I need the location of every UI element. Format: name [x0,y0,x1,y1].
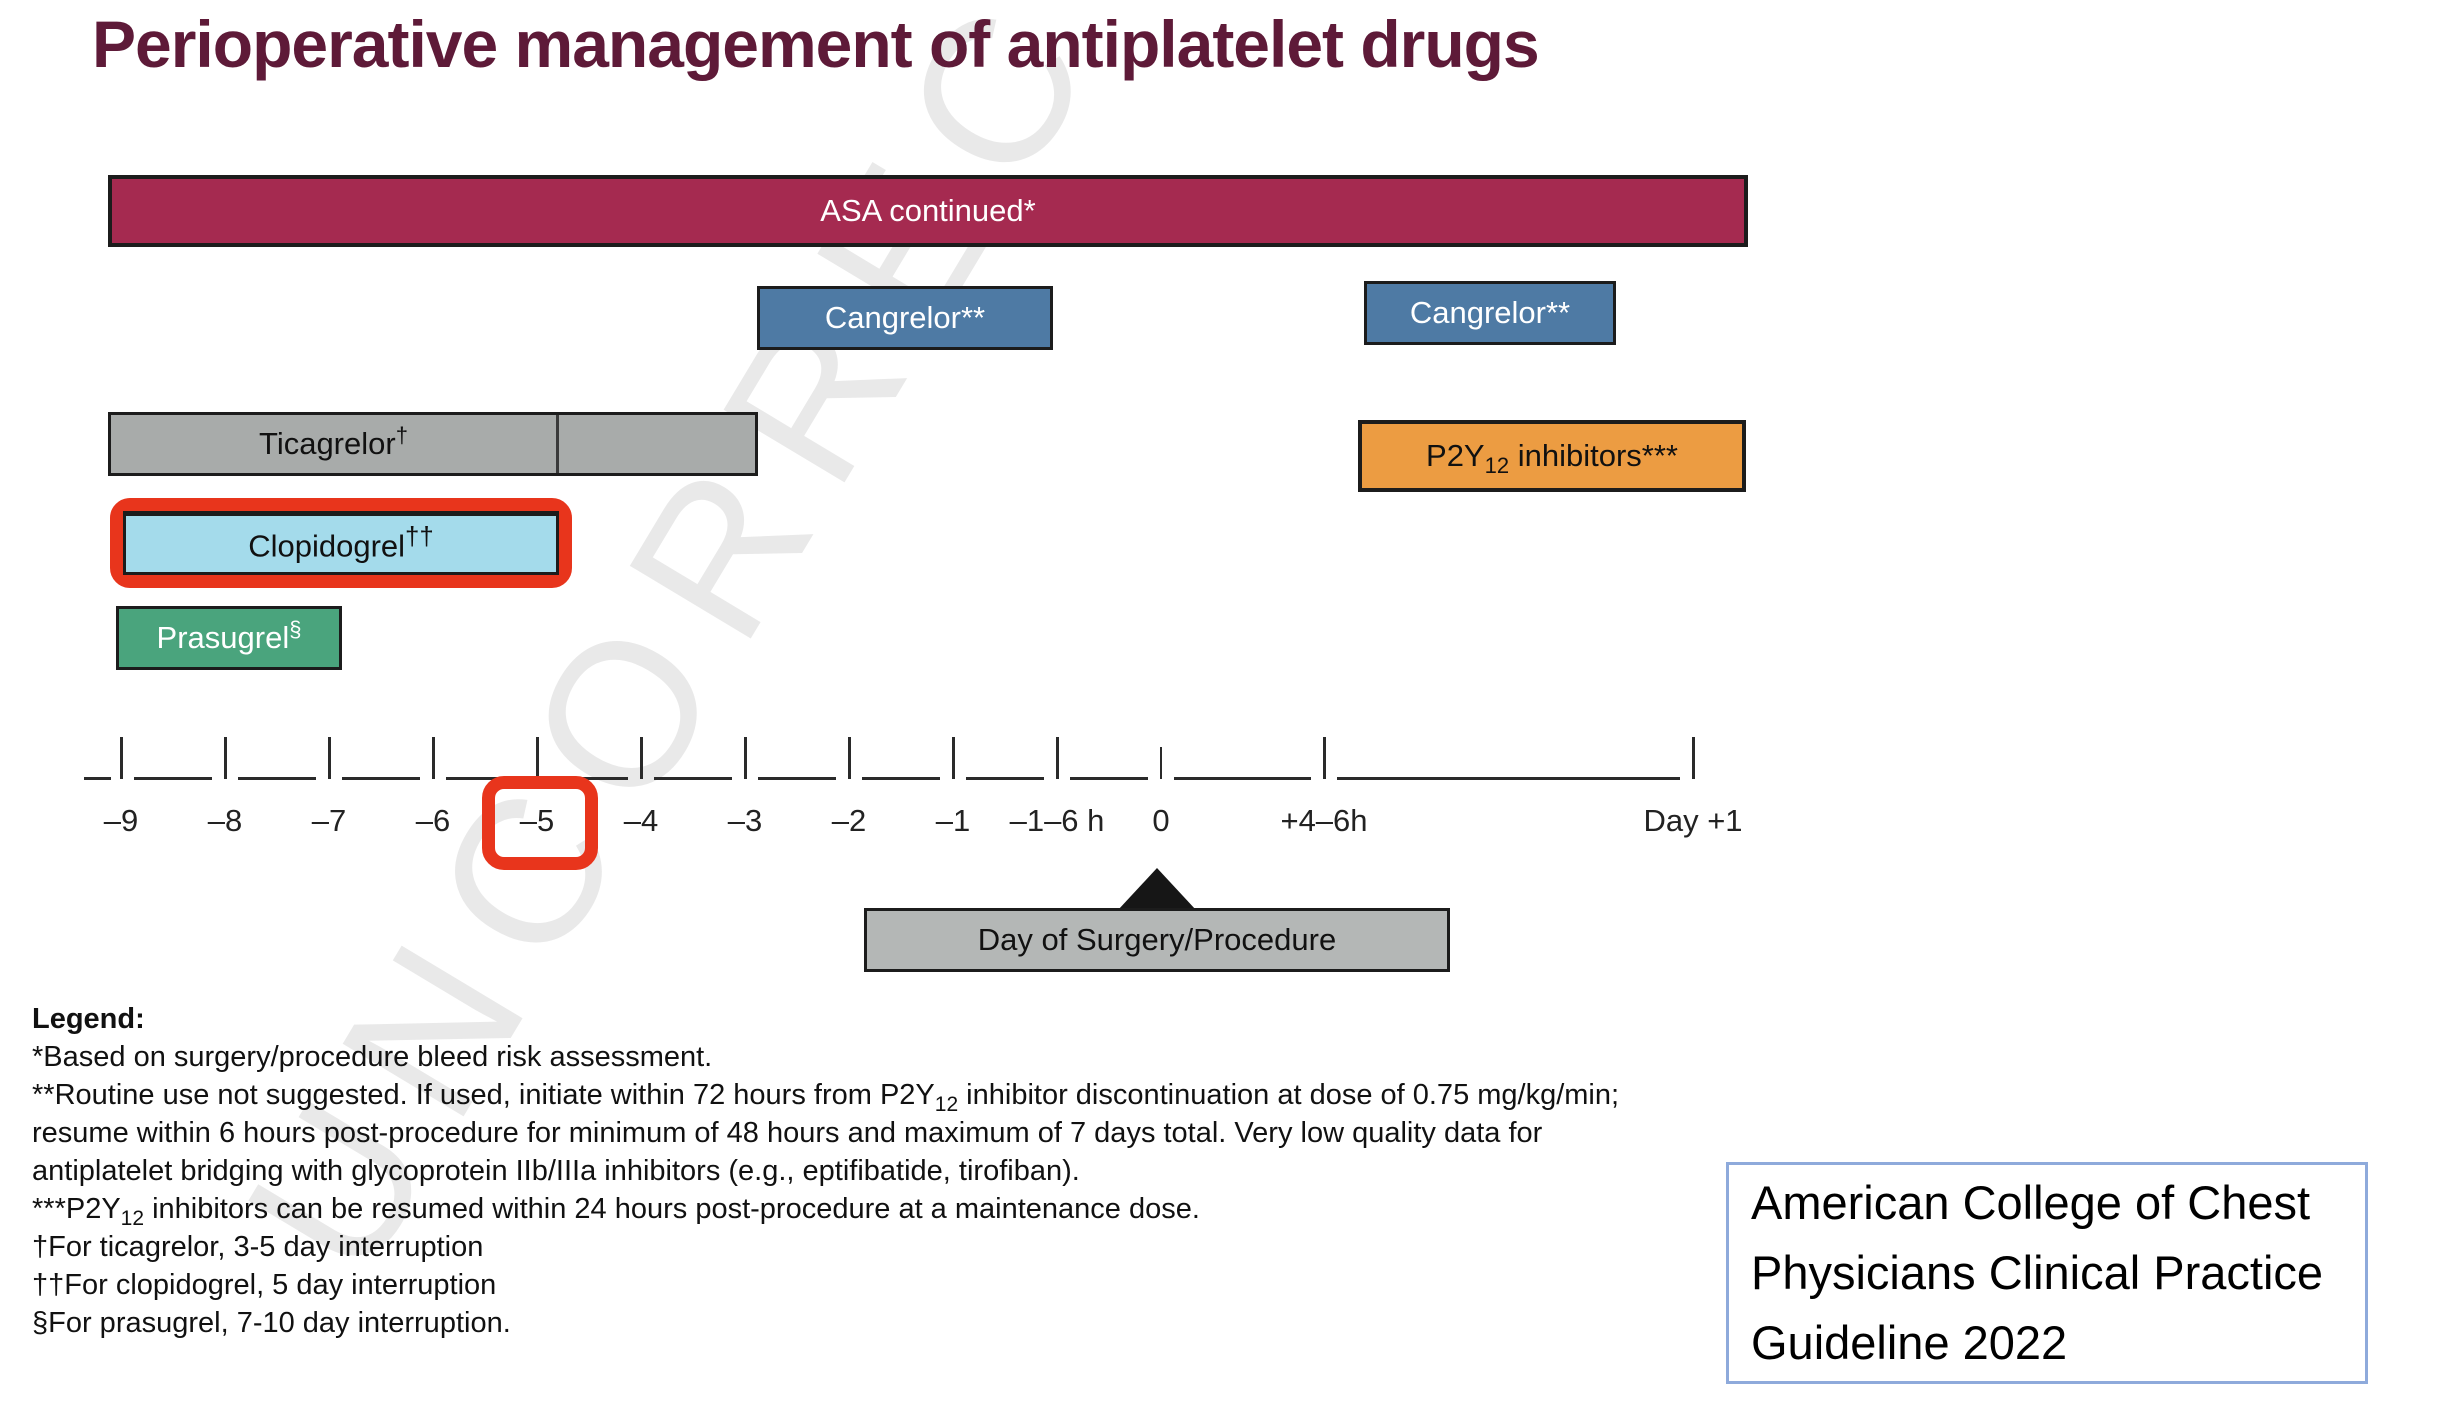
double-dagger-superscript: †† [405,523,434,552]
asa-continued-label: ASA continued* [820,193,1036,228]
legend-lines: *Based on surgery/procedure bleed risk a… [32,1038,1619,1342]
axis-baseline-segment [1337,777,1680,780]
ticagrelor-bar: Ticagrelor† [108,412,758,476]
axis-tick-label: –7 [311,803,347,838]
axis-tick [848,737,851,779]
axis-tick [640,737,643,779]
p2y12-subscript: 12 [1484,453,1510,479]
axis-baseline-segment [758,777,836,780]
axis-tick-label: –2 [831,803,867,838]
axis-tick [1160,747,1162,779]
attribution-text: American College of Chest Physicians Cli… [1751,1176,2324,1369]
axis-tick-label: 0 [1152,803,1170,838]
cangrelor-postop-bar: Cangrelor** [1364,281,1616,345]
legend-heading: Legend: [32,1003,145,1035]
axis-tick-label: –8 [207,803,243,838]
ticagrelor-bar-divider [556,415,559,473]
surgery-day-pointer-triangle [1118,868,1196,910]
asa-continued-bar: ASA continued* [108,175,1748,247]
axis-tick [952,737,955,779]
legend-line: †For ticagrelor, 3-5 day interruption [32,1231,484,1263]
legend-line: §For prasugrel, 7-10 day interruption. [32,1307,511,1339]
p2y12-inhibitors-label: P2Y12 inhibitors*** [1426,438,1678,479]
clopidogrel-bar: Clopidogrel†† [123,511,559,575]
axis-tick-label: –5 [519,803,555,838]
axis-tick-label: –1 [935,803,971,838]
legend-line: antiplatelet bridging with glycoprotein … [32,1155,1080,1187]
axis-baseline-segment [446,777,524,780]
axis-tick-label: –1–6 h [1009,803,1105,838]
axis-baseline-segment [654,777,732,780]
axis-baseline-segment [966,777,1044,780]
axis-tick-label: –9 [103,803,139,838]
axis-tick-label: –3 [727,803,763,838]
axis-baseline-segment [134,777,212,780]
day-minus-5-highlight-ring [482,776,598,870]
ticagrelor-label: Ticagrelor† [259,422,408,461]
axis-tick [328,737,331,779]
day-of-surgery-label: Day of Surgery/Procedure [977,922,1337,957]
dagger-superscript: † [395,422,408,448]
axis-tick-label: –6 [415,803,451,838]
axis-tick [432,737,435,779]
attribution-box: American College of Chest Physicians Cli… [1726,1162,2368,1384]
axis-tick-label: Day +1 [1643,803,1743,838]
section-sign-superscript: § [289,616,302,642]
axis-baseline-segment [238,777,316,780]
axis-tick [744,737,747,779]
legend-line: *Based on surgery/procedure bleed risk a… [32,1041,713,1073]
legend-block: Legend: *Based on surgery/procedure blee… [32,1000,1619,1342]
prasugrel-bar: Prasugrel§ [116,606,342,670]
axis-tick-label: –4 [623,803,659,838]
axis-baseline-segment [342,777,420,780]
axis-baseline-segment [550,777,628,780]
clopidogrel-highlight-ring: Clopidogrel†† [110,498,572,588]
legend-line: resume within 6 hours post-procedure for… [32,1117,1543,1149]
p2y12-inhibitors-bar: P2Y12 inhibitors*** [1358,420,1746,492]
cangrelor-postop-label: Cangrelor** [1409,295,1571,330]
cangrelor-preop-label: Cangrelor** [824,300,986,335]
axis-tick [536,737,539,779]
axis-tick [224,737,227,779]
axis-baseline-segment [1174,777,1311,780]
legend-line: ††For clopidogrel, 5 day interruption [32,1269,497,1301]
axis-baseline-segment [84,777,111,780]
prasugrel-label: Prasugrel§ [156,616,302,655]
axis-tick [1692,737,1695,779]
axis-baseline-segment [1070,777,1148,780]
cangrelor-preop-bar: Cangrelor** [757,286,1053,350]
day-of-surgery-bar: Day of Surgery/Procedure [864,908,1450,972]
axis-tick [1056,737,1059,779]
axis-tick [120,737,123,779]
legend-line: ***P2Y12 inhibitors can be resumed withi… [32,1193,1200,1230]
axis-tick [1323,737,1326,779]
legend-line: **Routine use not suggested. If used, in… [32,1079,1620,1116]
clopidogrel-label: Clopidogrel†† [248,523,434,564]
page-title: Perioperative management of antiplatelet… [92,7,1540,81]
axis-baseline-segment [862,777,940,780]
axis-tick-label: +4–6h [1280,803,1368,838]
